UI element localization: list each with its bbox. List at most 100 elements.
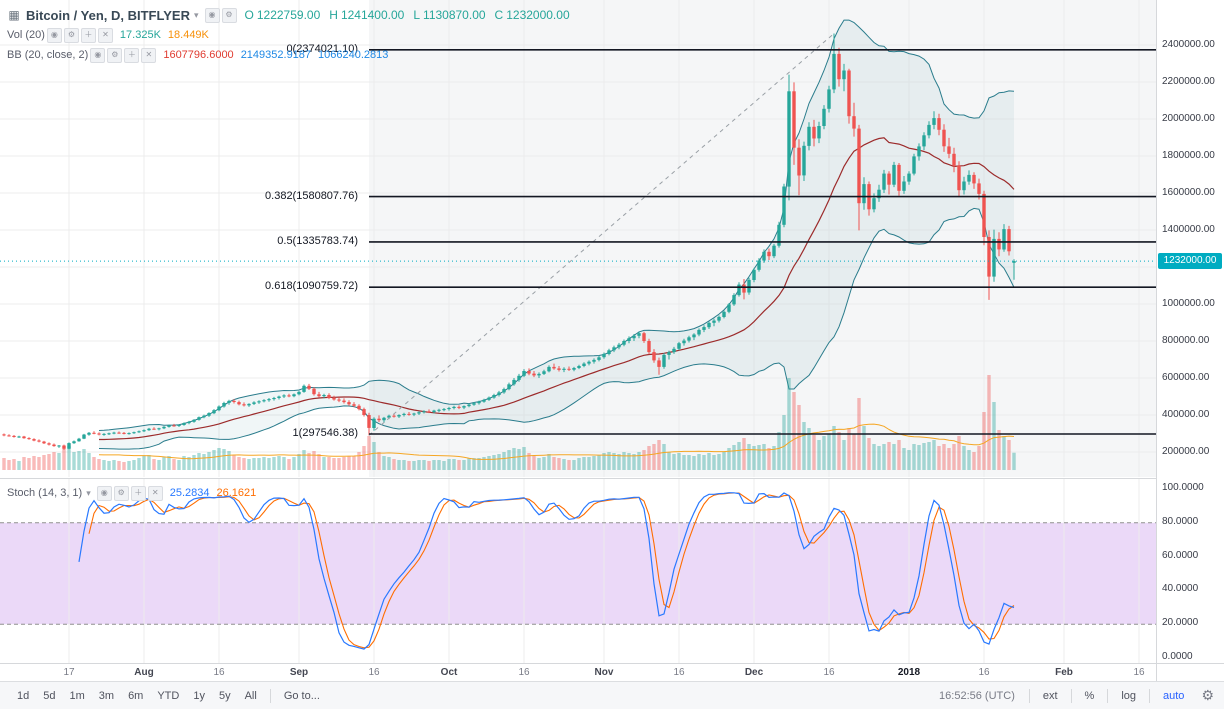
- time-axis[interactable]: 17 Aug 16 Sep 16 Oct 16 Nov 16 Dec 16 2018 16 Feb 16: [0, 663, 1156, 682]
- toolbar-right: 16:52:56 (UTC) ext% log auto ⚙: [939, 687, 1214, 704]
- gear-icon[interactable]: ⚙: [107, 47, 123, 63]
- price-axis-tick: 400000.00: [1162, 409, 1210, 420]
- stoch-chart-canvas[interactable]: [0, 479, 1156, 664]
- fib-level-label: 0(2374021.10): [286, 42, 358, 55]
- time-axis-tick: Aug: [134, 667, 154, 678]
- toolbar-log-button[interactable]: log: [1121, 689, 1137, 702]
- stoch-indicator-label[interactable]: Stoch (14, 3, 1): [7, 486, 83, 499]
- bb-indicator-values: 1607796.6000 2149352.9187 1066240.2813: [163, 48, 395, 61]
- fib-level-label: 0.382(1580807.76): [265, 189, 358, 202]
- range-buttons: 1d 5d 1m 3m 6m YTD 1y 5y All Go to...: [10, 688, 327, 704]
- eye-icon[interactable]: ◉: [90, 47, 106, 63]
- chevron-down-icon[interactable]: ▾: [193, 9, 199, 20]
- bb-indicator-label[interactable]: BB (20, close, 2): [7, 48, 89, 61]
- time-axis-tick: 16: [823, 667, 835, 678]
- close-icon[interactable]: ✕: [147, 485, 163, 501]
- toolbar-percent-button[interactable]: %: [1084, 689, 1095, 702]
- layout-grid-icon[interactable]: ▦: [8, 8, 20, 22]
- price-axis-tick: 2000000.00: [1162, 113, 1215, 124]
- time-axis-tick: 2018: [897, 667, 921, 678]
- time-axis-tick: Sep: [289, 667, 309, 678]
- range-button-6m[interactable]: 6m: [128, 689, 144, 702]
- range-button-all[interactable]: All: [244, 689, 257, 702]
- plus-icon[interactable]: ＋: [130, 485, 146, 501]
- stoch-axis-tick: 20.0000: [1162, 617, 1199, 629]
- indicator-value: 25.2834: [169, 486, 210, 499]
- indicator-value: 1066240.2813: [318, 48, 389, 61]
- ohlc-o-value: O 1222759.00: [244, 8, 321, 22]
- plus-icon[interactable]: ＋: [124, 47, 140, 63]
- eye-icon[interactable]: ◉: [46, 27, 62, 43]
- symbol-title[interactable]: Bitcoin / Yen, D, BITFLYER: [26, 7, 190, 23]
- eye-icon[interactable]: ◉: [204, 7, 220, 23]
- stoch-indicator-values: 25.2834 26.1621: [169, 486, 264, 499]
- stoch-pane[interactable]: Stoch (14, 3, 1) ▾ ◉ ⚙ ＋ ✕ 25.2834 26.162…: [0, 478, 1156, 664]
- fib-level-label: 0.5(1335783.74): [277, 234, 358, 247]
- volume-indicator-values: 17.325K 18.449K: [119, 28, 216, 41]
- time-axis-tick: Feb: [1055, 667, 1073, 678]
- time-axis-tick: 16: [213, 667, 225, 678]
- time-axis-tick: 17: [63, 667, 75, 678]
- stoch-axis-tick: 80.0000: [1162, 515, 1199, 527]
- indicator-value: 26.1621: [216, 486, 257, 499]
- fib-level-label: 1(297546.38): [292, 426, 358, 439]
- plus-icon[interactable]: ＋: [80, 27, 96, 43]
- range-button-3m[interactable]: 3m: [98, 689, 115, 702]
- toolbar-auto-button[interactable]: auto: [1163, 689, 1185, 702]
- range-button-5y[interactable]: 5y: [218, 689, 231, 702]
- price-pane[interactable]: ▦ Bitcoin / Yen, D, BITFLYER ▾ ◉ ⚙ O 1222…: [0, 0, 1156, 477]
- fib-level-label: 0.618(1090759.72): [265, 280, 358, 293]
- price-axis-tick: 1600000.00: [1162, 187, 1215, 198]
- price-axis-tick: 2200000.00: [1162, 76, 1215, 87]
- stoch-axis-tick: 100.0000: [1162, 482, 1204, 493]
- range-button-1d[interactable]: 1d: [17, 689, 30, 702]
- gear-icon[interactable]: ⚙: [113, 485, 129, 501]
- go-to-button[interactable]: Go to...: [283, 689, 320, 702]
- time-axis-tick: 16: [673, 667, 685, 678]
- time-axis-tick: Oct: [440, 667, 458, 678]
- range-button-1m[interactable]: 1m: [69, 689, 85, 702]
- range-button-ytd[interactable]: YTD: [157, 689, 180, 702]
- price-chart-canvas[interactable]: [0, 0, 1156, 477]
- stoch-axis-tick: 60.0000: [1162, 549, 1199, 561]
- indicator-value: 18.449K: [167, 28, 209, 41]
- price-axis-tick: 1800000.00: [1162, 150, 1215, 161]
- time-axis-tick: 16: [1133, 667, 1145, 678]
- indicator-value: 1607796.6000: [163, 48, 234, 61]
- gear-icon[interactable]: ⚙: [221, 7, 237, 23]
- toolbar-ext-button[interactable]: ext: [1042, 689, 1058, 702]
- close-icon[interactable]: ✕: [97, 27, 113, 43]
- ohlc-values: O 1222759.00 H 1241400.00 L 1130870.00 C 123200…: [245, 9, 579, 21]
- volume-indicator-label[interactable]: Vol (20): [7, 28, 45, 41]
- time-axis-tick: Dec: [744, 667, 764, 678]
- indicator-value: 17.325K: [119, 28, 161, 41]
- last-price-badge: 1232000.00: [1158, 253, 1222, 270]
- chevron-down-icon[interactable]: ▾: [86, 487, 91, 498]
- price-axis-tick: 2400000.00: [1162, 39, 1215, 50]
- indicator-value: 2149352.9187: [240, 48, 312, 61]
- bottom-toolbar: 1d 5d 1m 3m 6m YTD 1y 5y All Go to... 16:52:56 (U…: [0, 681, 1224, 709]
- time-axis-tick: Nov: [594, 667, 614, 678]
- time-axis-tick: 16: [518, 667, 530, 678]
- close-icon[interactable]: ✕: [141, 47, 157, 63]
- ohlc-c-value: C 1232000.00: [494, 8, 570, 22]
- price-axis[interactable]: 1232000.00 2400000.00 2200000.00 2000000.0…: [1156, 0, 1224, 663]
- price-axis-tick: 600000.00: [1162, 372, 1210, 383]
- ohlc-l-value: L 1130870.00: [413, 8, 486, 22]
- price-axis-tick: 200000.00: [1162, 446, 1210, 457]
- range-button-5d[interactable]: 5d: [43, 689, 56, 702]
- eye-icon[interactable]: ◉: [96, 485, 112, 501]
- price-axis-tick: 800000.00: [1162, 335, 1210, 346]
- stoch-legend: Stoch (14, 3, 1) ▾ ◉ ⚙ ＋ ✕ 25.2834 26.162…: [7, 483, 263, 503]
- stoch-axis-tick: 40.0000: [1162, 583, 1199, 595]
- settings-gear-icon[interactable]: ⚙: [1201, 687, 1214, 703]
- clock-utc[interactable]: 16:52:56 (UTC): [939, 689, 1015, 702]
- axis-corner: [1156, 663, 1224, 682]
- range-button-1y[interactable]: 1y: [193, 689, 205, 702]
- price-axis-tick: 1400000.00: [1162, 224, 1215, 235]
- stoch-axis-tick: 0.0000: [1162, 651, 1193, 662]
- time-axis-tick: 16: [368, 667, 380, 678]
- gear-icon[interactable]: ⚙: [63, 27, 79, 43]
- main-legend: ▦ Bitcoin / Yen, D, BITFLYER ▾ ◉ ⚙ O 1222…: [7, 5, 579, 65]
